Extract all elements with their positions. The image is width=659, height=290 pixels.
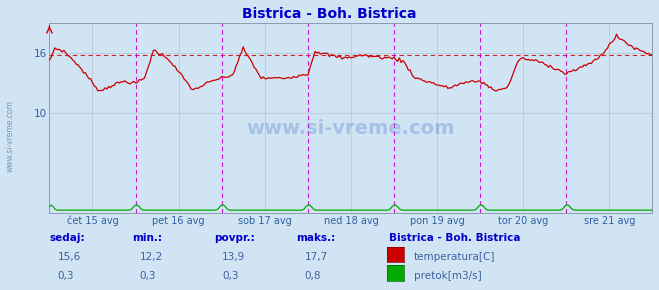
Text: maks.:: maks.: [297, 233, 336, 243]
Text: 0,3: 0,3 [57, 271, 74, 281]
Text: povpr.:: povpr.: [214, 233, 255, 243]
Text: Bistrica - Boh. Bistrica: Bistrica - Boh. Bistrica [243, 7, 416, 21]
Text: pretok[m3/s]: pretok[m3/s] [414, 271, 482, 281]
Text: Bistrica - Boh. Bistrica: Bistrica - Boh. Bistrica [389, 233, 521, 243]
Text: 15,6: 15,6 [57, 252, 80, 262]
Text: min.:: min.: [132, 233, 162, 243]
Text: 0,3: 0,3 [140, 271, 156, 281]
Text: 13,9: 13,9 [222, 252, 245, 262]
Text: sedaj:: sedaj: [49, 233, 85, 243]
Text: www.si-vreme.com: www.si-vreme.com [246, 119, 455, 138]
Text: temperatura[C]: temperatura[C] [414, 252, 496, 262]
Text: 0,8: 0,8 [304, 271, 321, 281]
Text: www.si-vreme.com: www.si-vreme.com [5, 100, 14, 172]
Text: 0,3: 0,3 [222, 271, 239, 281]
Text: 12,2: 12,2 [140, 252, 163, 262]
Text: 17,7: 17,7 [304, 252, 328, 262]
